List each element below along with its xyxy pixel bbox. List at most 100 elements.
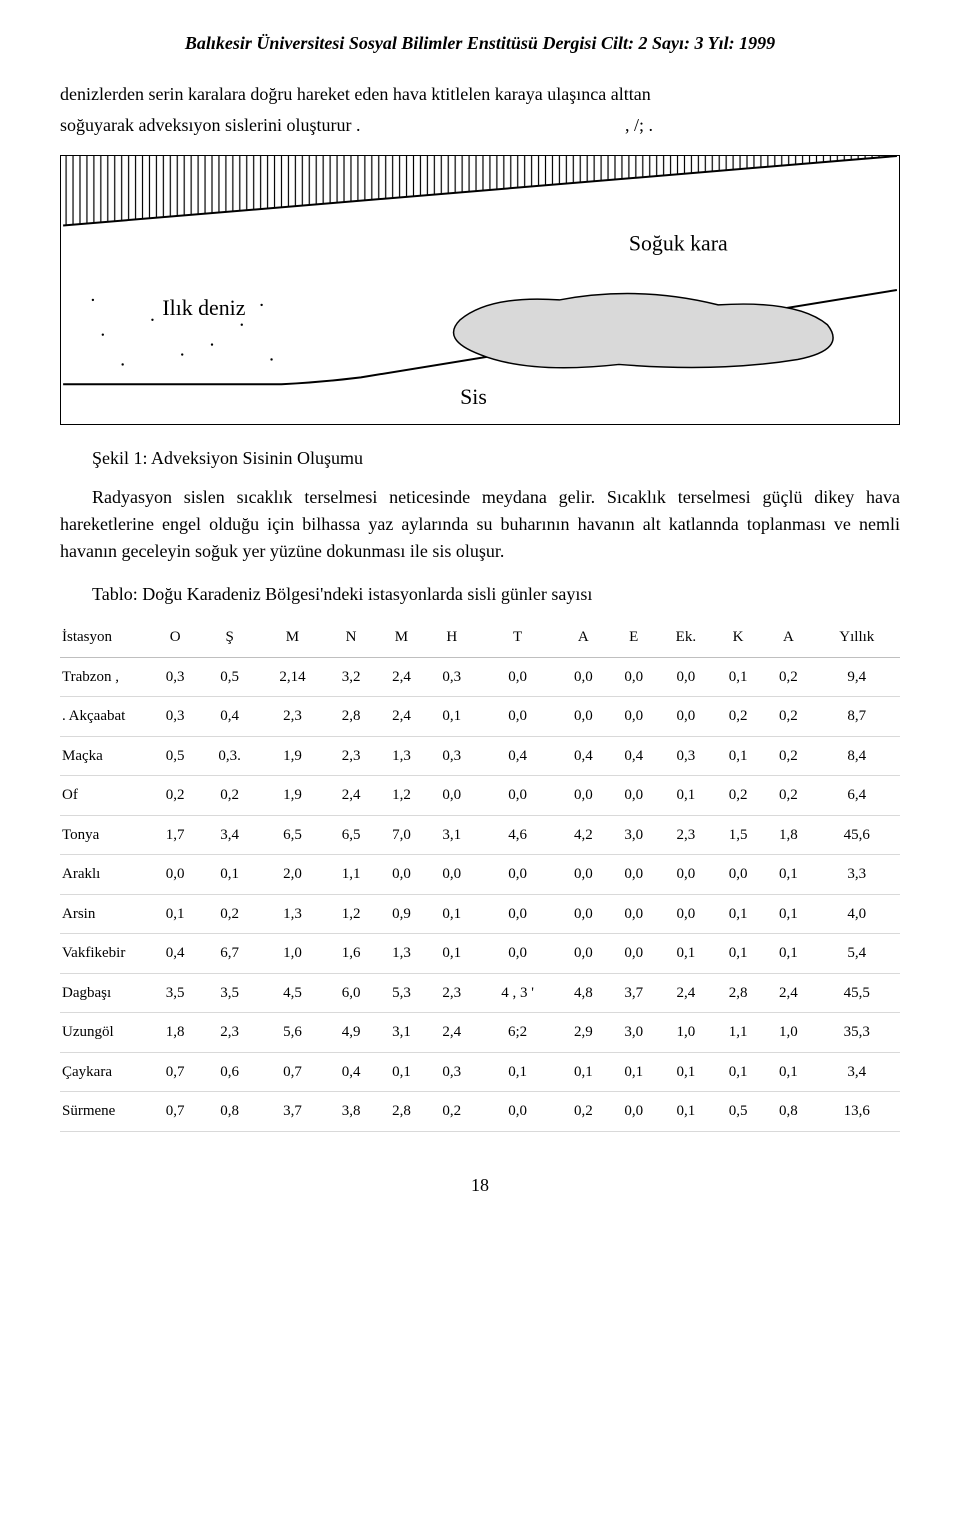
table-cell: 3,5 xyxy=(200,973,259,1013)
paragraph-2: Radyasyon sislen sıcaklık terselmesi net… xyxy=(60,484,900,565)
table-cell: 6,5 xyxy=(326,815,376,855)
table-cell: 0,5 xyxy=(150,736,200,776)
table-cell: 0,2 xyxy=(150,776,200,816)
table-cell: 0,1 xyxy=(609,1052,659,1092)
table-cell: 2,4 xyxy=(376,697,426,737)
table-cell: 0,4 xyxy=(326,1052,376,1092)
table-cell: 0,1 xyxy=(659,1052,713,1092)
table-cell: 0,1 xyxy=(713,736,763,776)
table-cell: Arsin xyxy=(60,894,150,934)
table-column-header: M xyxy=(376,618,426,657)
table-cell: 4,2 xyxy=(558,815,608,855)
table-cell: 6,5 xyxy=(259,815,326,855)
table-cell: 0,1 xyxy=(659,776,713,816)
table-cell: 2,14 xyxy=(259,657,326,697)
table-cell: 0,0 xyxy=(609,934,659,974)
table-cell: 4,5 xyxy=(259,973,326,1013)
table-cell: 1,8 xyxy=(763,815,813,855)
table-cell: 0,0 xyxy=(150,855,200,895)
table-cell: 0,2 xyxy=(763,776,813,816)
table-cell: 45,5 xyxy=(814,973,900,1013)
table-cell: 0,8 xyxy=(763,1092,813,1132)
table-cell: 6,0 xyxy=(326,973,376,1013)
table-cell: 4,0 xyxy=(814,894,900,934)
table-cell: 3,0 xyxy=(609,1013,659,1053)
table-cell: 0,4 xyxy=(200,697,259,737)
table-cell: 0,1 xyxy=(558,1052,608,1092)
paragraph-1-line-2: soğuyarak adveksıyon sislerini oluşturur… xyxy=(60,112,900,139)
table-cell: 5,3 xyxy=(376,973,426,1013)
table-cell: 0,0 xyxy=(558,776,608,816)
table-body: Trabzon ,0,30,52,143,22,40,30,00,00,00,0… xyxy=(60,657,900,1131)
fog-blob xyxy=(454,294,834,368)
table-cell: 2,3 xyxy=(659,815,713,855)
table-cell: 4,6 xyxy=(477,815,558,855)
table-cell: 0,0 xyxy=(558,855,608,895)
table-cell: 0,3. xyxy=(200,736,259,776)
table-cell: 0,0 xyxy=(609,697,659,737)
journal-header: Balıkesir Üniversitesi Sosyal Bilimler E… xyxy=(60,30,900,57)
table-cell: Uzungöl xyxy=(60,1013,150,1053)
table-cell: 0,1 xyxy=(713,1052,763,1092)
table-cell: 0,1 xyxy=(659,934,713,974)
table-row: Of0,20,21,92,41,20,00,00,00,00,10,20,26,… xyxy=(60,776,900,816)
table-column-header: A xyxy=(558,618,608,657)
table-cell: 3,4 xyxy=(814,1052,900,1092)
table-cell: Maçka xyxy=(60,736,150,776)
table-cell: 0,1 xyxy=(427,934,477,974)
table-cell: 0,6 xyxy=(200,1052,259,1092)
table-cell: Dagbaşı xyxy=(60,973,150,1013)
table-cell: 1,1 xyxy=(326,855,376,895)
table-column-header: Ş xyxy=(200,618,259,657)
table-cell: 1,9 xyxy=(259,776,326,816)
table-cell: 0,5 xyxy=(200,657,259,697)
table-cell: 0,0 xyxy=(477,934,558,974)
table-row: Araklı0,00,12,01,10,00,00,00,00,00,00,00… xyxy=(60,855,900,895)
table-cell: 0,1 xyxy=(763,1052,813,1092)
label-land: Soğuk kara xyxy=(629,231,728,255)
table-title: Tablo: Doğu Karadeniz Bölgesi'ndeki ista… xyxy=(92,581,900,608)
table-cell: Vakfikebir xyxy=(60,934,150,974)
table-cell: 0,1 xyxy=(763,894,813,934)
table-cell: 1,3 xyxy=(376,736,426,776)
table-cell: 4,9 xyxy=(326,1013,376,1053)
table-cell: 2,4 xyxy=(659,973,713,1013)
table-row: Dagbaşı3,53,54,56,05,32,34 , 3 '4,83,72,… xyxy=(60,973,900,1013)
table-row: . Akçaabat0,30,42,32,82,40,10,00,00,00,0… xyxy=(60,697,900,737)
table-cell: Çaykara xyxy=(60,1052,150,1092)
table-row: Maçka0,50,3.1,92,31,30,30,40,40,40,30,10… xyxy=(60,736,900,776)
table-cell: 0,1 xyxy=(200,855,259,895)
table-cell: 0,2 xyxy=(200,776,259,816)
table-cell: 0,1 xyxy=(763,934,813,974)
table-column-header: N xyxy=(326,618,376,657)
data-table: İstasyonOŞMNMHTAEEk.KAYıllık Trabzon ,0,… xyxy=(60,618,900,1132)
table-column-header: H xyxy=(427,618,477,657)
table-cell: 2,4 xyxy=(376,657,426,697)
table-cell: 0,0 xyxy=(477,657,558,697)
table-cell: 0,2 xyxy=(200,894,259,934)
table-cell: 0,0 xyxy=(477,855,558,895)
table-cell: 0,0 xyxy=(609,657,659,697)
table-cell: 0,4 xyxy=(477,736,558,776)
table-cell: 4,8 xyxy=(558,973,608,1013)
table-row: Trabzon ,0,30,52,143,22,40,30,00,00,00,0… xyxy=(60,657,900,697)
table-cell: 0,0 xyxy=(609,894,659,934)
table-cell: 0,1 xyxy=(713,894,763,934)
table-cell: 0,3 xyxy=(427,657,477,697)
table-cell: 0,2 xyxy=(427,1092,477,1132)
table-cell: 6,7 xyxy=(200,934,259,974)
table-cell: 0,0 xyxy=(713,855,763,895)
table-cell: 2,9 xyxy=(558,1013,608,1053)
table-column-header: İstasyon xyxy=(60,618,150,657)
table-cell: 1,0 xyxy=(763,1013,813,1053)
table-cell: 0,0 xyxy=(477,1092,558,1132)
table-column-header: Ek. xyxy=(659,618,713,657)
table-cell: Araklı xyxy=(60,855,150,895)
table-cell: 0,0 xyxy=(659,894,713,934)
table-column-header: T xyxy=(477,618,558,657)
table-cell: 13,6 xyxy=(814,1092,900,1132)
table-cell: 0,7 xyxy=(150,1092,200,1132)
table-column-header: O xyxy=(150,618,200,657)
page-number: 18 xyxy=(60,1172,900,1199)
table-cell: 0,4 xyxy=(150,934,200,974)
